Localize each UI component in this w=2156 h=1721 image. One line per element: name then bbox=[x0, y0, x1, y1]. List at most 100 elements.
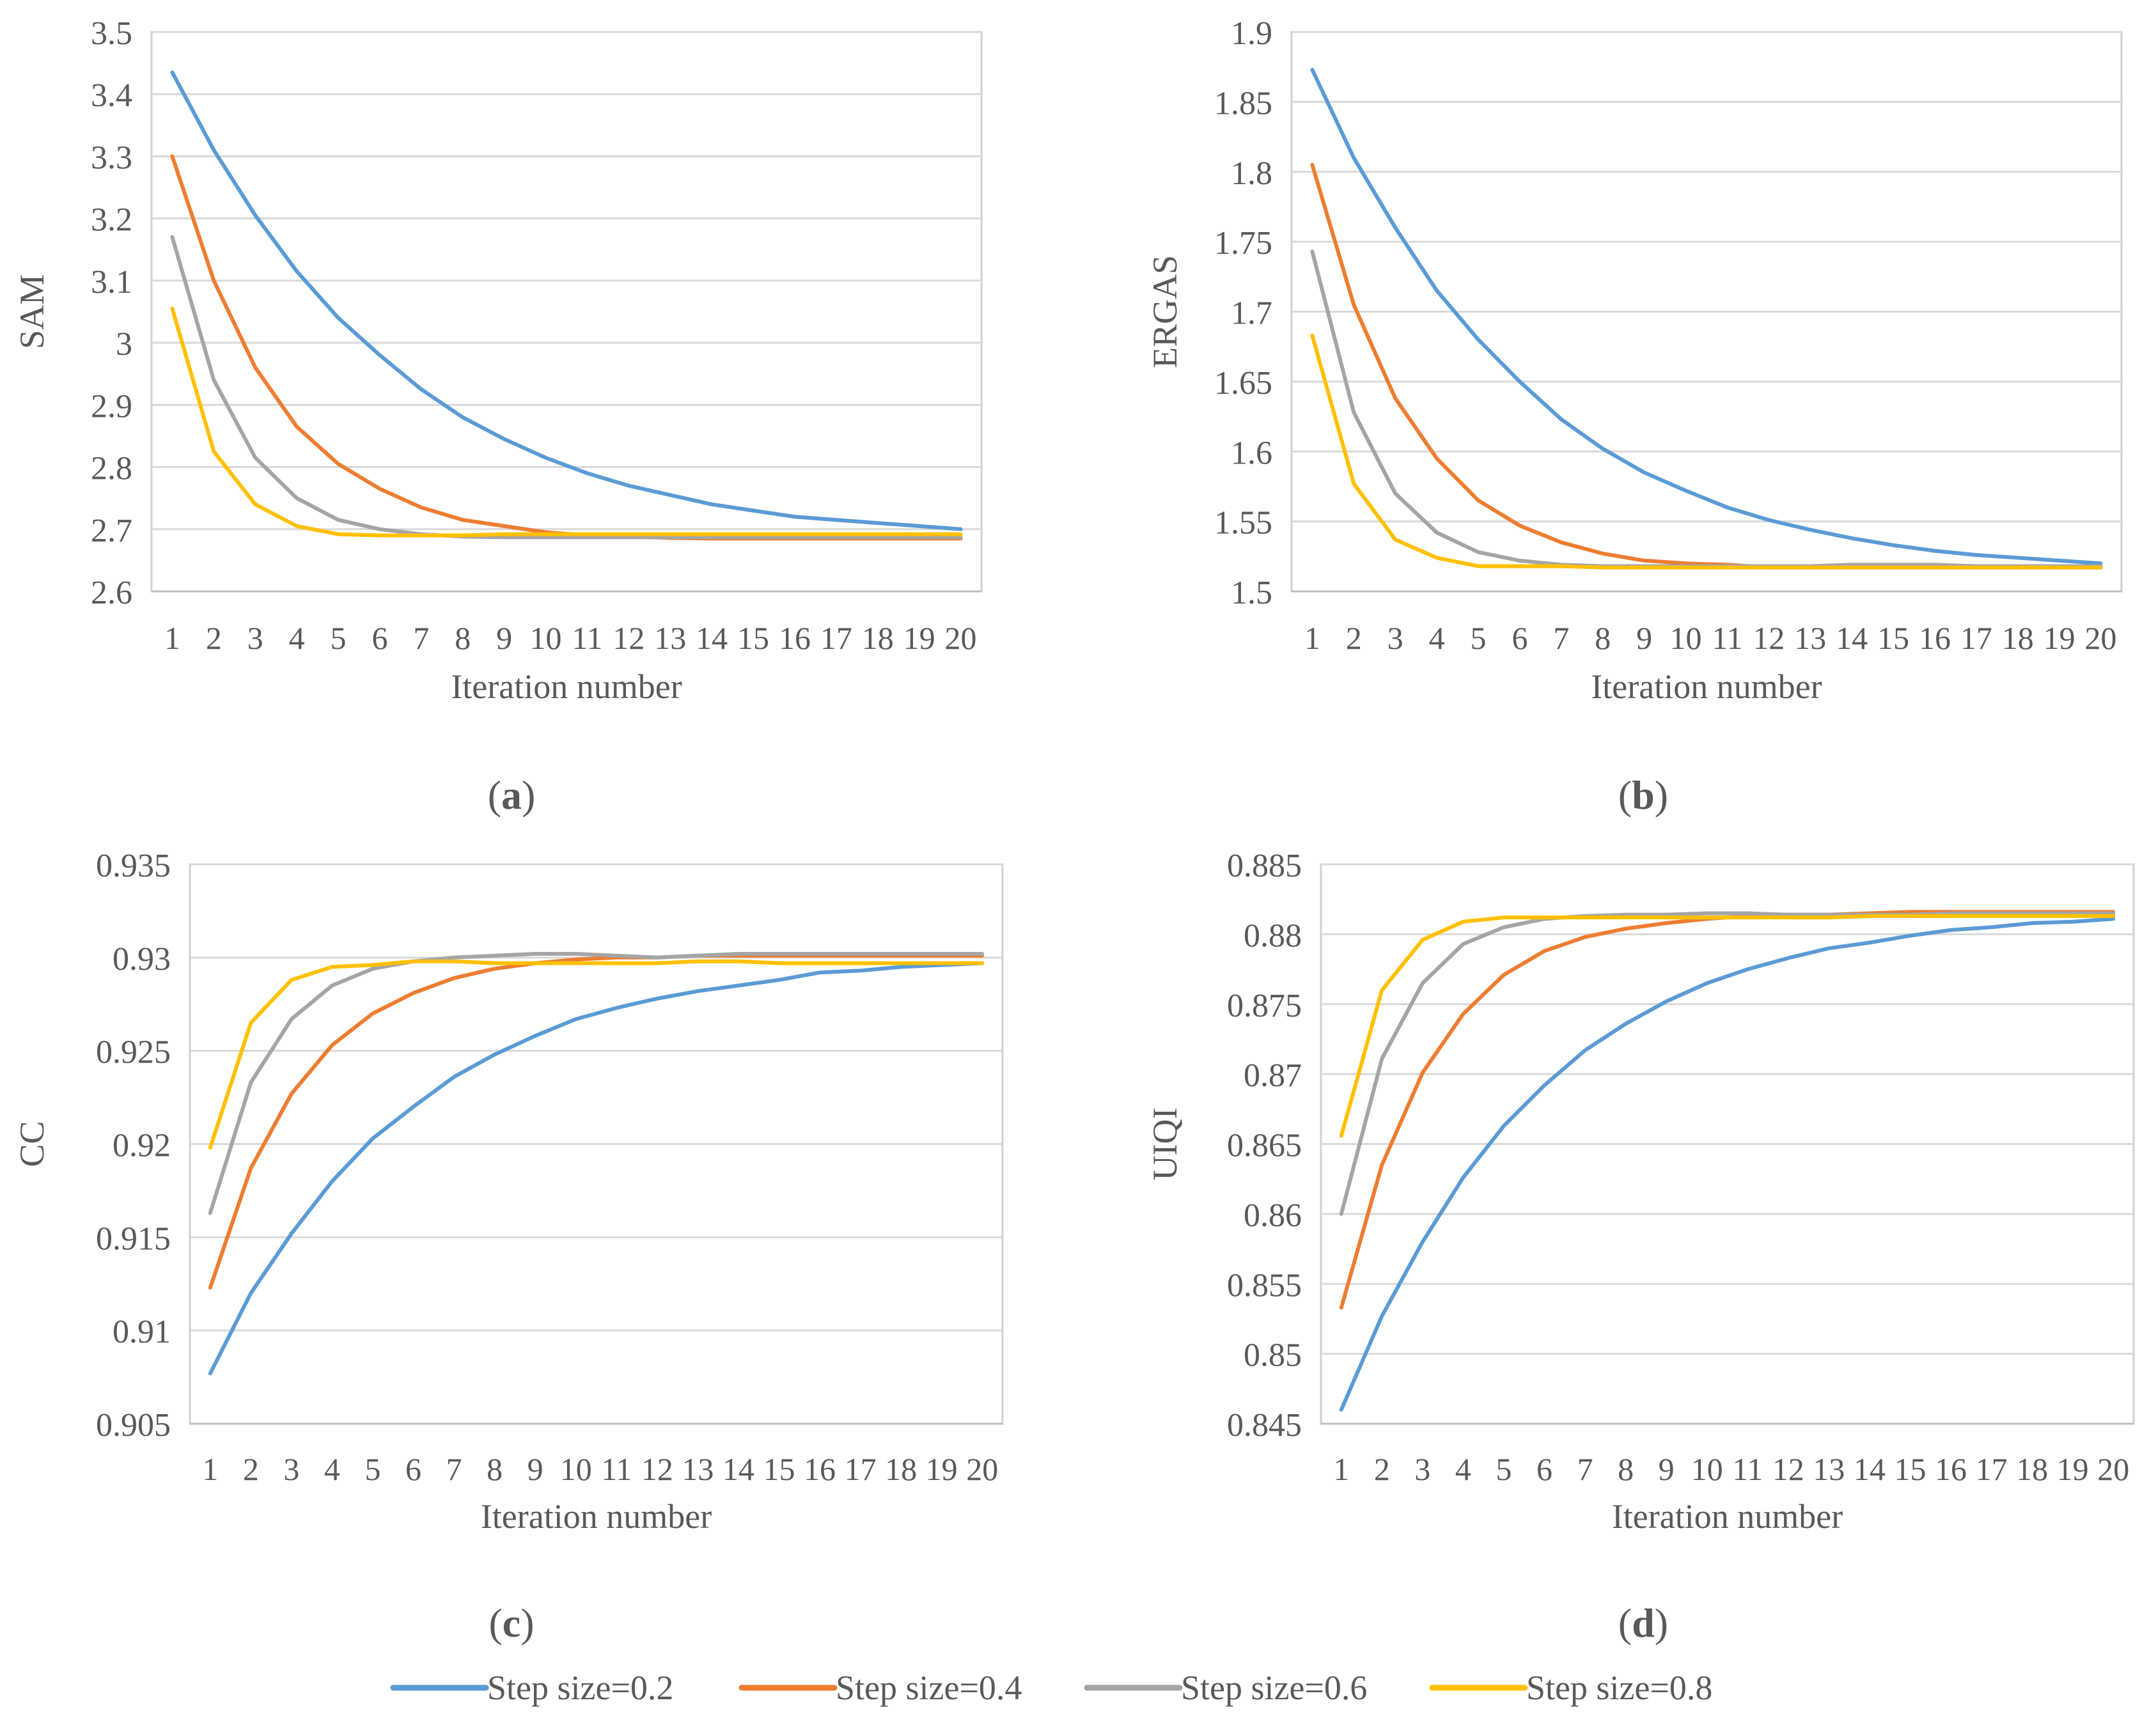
x-tick-label: 10 bbox=[1670, 620, 1702, 656]
y-tick-label: 0.88 bbox=[1244, 917, 1302, 954]
x-tick-label: 6 bbox=[405, 1451, 421, 1487]
x-axis-title: Iteration number bbox=[481, 1497, 712, 1536]
x-tick-label: 7 bbox=[413, 620, 429, 656]
x-tick-label: 7 bbox=[446, 1451, 462, 1487]
y-tick-label: 1.85 bbox=[1214, 85, 1272, 121]
y-tick-label: 0.865 bbox=[1227, 1128, 1302, 1164]
x-tick-label: 11 bbox=[601, 1451, 632, 1487]
panel-label-c: (c) bbox=[488, 1600, 534, 1646]
legend: Step size=0.2 Step size=0.4 Step size=0.… bbox=[390, 1669, 1712, 1707]
x-tick-label: 16 bbox=[1919, 620, 1951, 656]
x-tick-label: 1 bbox=[202, 1451, 218, 1487]
x-tick-label: 19 bbox=[2057, 1451, 2089, 1487]
x-tick-label: 13 bbox=[1813, 1451, 1845, 1487]
y-tick-label: 2.6 bbox=[91, 575, 132, 611]
series-line-step-size-0-6 bbox=[170, 235, 963, 540]
x-tick-label: 2 bbox=[206, 620, 222, 656]
y-axis-title: SAM bbox=[13, 274, 51, 349]
chart-panel-d: 0.885 0.88 0.875 0.87 0.865 0.86 0.855 0.85 0.84… bbox=[1146, 848, 2135, 1536]
y-tick-label: 1.9 bbox=[1231, 15, 1272, 52]
series-line-step-size-0-8 bbox=[1339, 914, 2116, 1138]
x-tick-label: 2 bbox=[243, 1451, 259, 1487]
y-tick-label: 0.93 bbox=[113, 941, 171, 977]
x-tick-label: 2 bbox=[1374, 1451, 1390, 1487]
y-tick-label: 0.905 bbox=[96, 1407, 171, 1444]
y-tick-label: 0.85 bbox=[1244, 1337, 1302, 1374]
y-tick-label: 0.925 bbox=[96, 1034, 171, 1071]
x-tick-label: 16 bbox=[779, 620, 811, 656]
y-tick-label: 3.2 bbox=[91, 202, 132, 238]
x-tick-label: 18 bbox=[862, 620, 894, 656]
series-line-step-size-0-2 bbox=[1339, 917, 2116, 1412]
x-tick-label: 1 bbox=[164, 620, 180, 656]
y-tick-label: 3.4 bbox=[91, 77, 132, 114]
y-axis-title: CC bbox=[13, 1121, 51, 1167]
x-axis-title: Iteration number bbox=[451, 667, 682, 706]
x-tick-label: 19 bbox=[903, 620, 935, 656]
y-tick-label: 0.845 bbox=[1227, 1407, 1302, 1444]
x-tick-label: 7 bbox=[1553, 620, 1569, 656]
x-tick-label: 6 bbox=[371, 620, 387, 656]
x-tick-label: 6 bbox=[1536, 1451, 1552, 1487]
x-tick-label: 3 bbox=[247, 620, 263, 656]
x-tick-label: 2 bbox=[1346, 620, 1362, 656]
series-line-step-size-0-8 bbox=[170, 306, 963, 538]
x-tick-label: 4 bbox=[1455, 1451, 1471, 1487]
y-tick-label: 1.8 bbox=[1231, 155, 1272, 192]
y-tick-label: 1.7 bbox=[1231, 295, 1272, 332]
x-tick-label: 15 bbox=[763, 1451, 795, 1487]
x-tick-label: 5 bbox=[364, 1451, 380, 1487]
x-tick-label: 13 bbox=[682, 1451, 714, 1487]
x-tick-label: 9 bbox=[1659, 1451, 1675, 1487]
x-tick-label: 16 bbox=[1935, 1451, 1967, 1487]
x-tick-label: 20 bbox=[966, 1451, 998, 1487]
x-tick-label: 4 bbox=[1429, 620, 1445, 656]
x-tick-label: 12 bbox=[641, 1451, 673, 1487]
x-tick-label: 15 bbox=[1894, 1451, 1926, 1487]
legend-label-step-0-8: Step size=0.8 bbox=[1526, 1669, 1712, 1707]
series-line-step-size-0-2 bbox=[170, 70, 963, 531]
plot-area bbox=[150, 31, 983, 593]
x-tick-label: 3 bbox=[1414, 1451, 1430, 1487]
series-line-step-size-0-2 bbox=[208, 961, 985, 1376]
series-line-step-size-0-8 bbox=[208, 959, 985, 1150]
series-line-step-size-0-2 bbox=[1310, 68, 2103, 566]
y-tick-label: 0.86 bbox=[1244, 1197, 1302, 1234]
x-tick-label: 13 bbox=[1794, 620, 1826, 656]
y-tick-label: 2.9 bbox=[91, 388, 132, 424]
series-line-step-size-0-4 bbox=[1310, 162, 2103, 570]
x-tick-label: 5 bbox=[1496, 1451, 1512, 1487]
panel-label-d: (d) bbox=[1618, 1600, 1668, 1646]
y-tick-label: 2.7 bbox=[91, 513, 132, 549]
x-tick-label: 18 bbox=[2002, 620, 2034, 656]
y-tick-label: 2.8 bbox=[91, 451, 132, 487]
y-tick-label: 3.3 bbox=[91, 139, 132, 176]
x-tick-label: 9 bbox=[527, 1451, 543, 1487]
y-tick-label: 0.915 bbox=[96, 1220, 171, 1257]
x-tick-label: 17 bbox=[1960, 620, 1992, 656]
x-tick-label: 12 bbox=[613, 620, 644, 656]
x-tick-label: 8 bbox=[487, 1451, 503, 1487]
x-tick-label: 19 bbox=[926, 1451, 958, 1487]
legend-label-step-0-6: Step size=0.6 bbox=[1181, 1669, 1367, 1707]
y-tick-label: 0.885 bbox=[1227, 848, 1302, 884]
panel-label-b: (b) bbox=[1618, 772, 1668, 818]
legend-label-step-0-4: Step size=0.4 bbox=[836, 1669, 1022, 1707]
y-tick-label: 1.75 bbox=[1214, 225, 1272, 261]
x-tick-label: 19 bbox=[2043, 620, 2075, 656]
y-tick-label: 3.1 bbox=[91, 264, 132, 300]
x-tick-label: 17 bbox=[1976, 1451, 2008, 1487]
x-axis-title: Iteration number bbox=[1591, 667, 1822, 706]
x-tick-label: 10 bbox=[560, 1451, 592, 1487]
y-tick-label: 1.6 bbox=[1231, 435, 1272, 471]
x-tick-label: 16 bbox=[804, 1451, 836, 1487]
x-tick-label: 10 bbox=[1691, 1451, 1723, 1487]
x-tick-label: 20 bbox=[2097, 1451, 2129, 1487]
x-tick-label: 14 bbox=[696, 620, 728, 656]
y-tick-label: 0.935 bbox=[96, 848, 171, 884]
x-tick-label: 11 bbox=[1732, 1451, 1763, 1487]
x-tick-label: 14 bbox=[723, 1451, 754, 1487]
x-tick-label: 13 bbox=[654, 620, 686, 656]
x-tick-label: 8 bbox=[455, 620, 471, 656]
